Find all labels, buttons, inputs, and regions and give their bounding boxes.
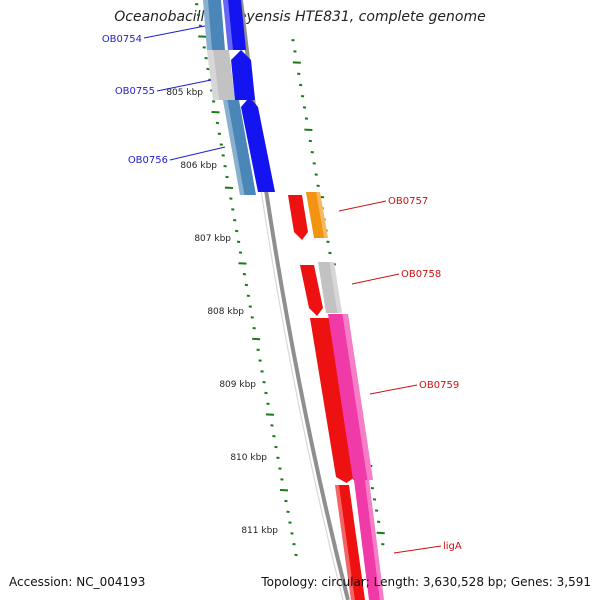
gene-liga-arrow [335, 485, 365, 600]
topology-summary: Topology: circular; Length: 3,630,528 bp… [261, 575, 591, 589]
scale-label: 811 kbp [241, 526, 278, 536]
scale-label: 809 kbp [219, 380, 256, 390]
gene-ob0759-arrow [310, 318, 355, 483]
gene-ob0756-band-highlight [223, 100, 245, 195]
accession-text: Accession: NC_004193 [9, 575, 146, 589]
gene-ob0759-band [328, 314, 373, 480]
gene-ob0758-band [318, 262, 342, 313]
gene-features [203, 0, 384, 600]
gene-ob0755-band [207, 50, 235, 100]
gene-label: OB0757 [388, 196, 428, 207]
gene-label-leader [393, 545, 442, 554]
gene-liga-band [354, 480, 384, 600]
gene-label: OB0759 [419, 380, 459, 391]
gene-label: OB0754 [102, 34, 142, 45]
gene-ob0757-band [306, 192, 328, 238]
gene-label-leader [143, 25, 206, 39]
gene-ob0754-band [203, 0, 225, 50]
scale-labels: 805 kbp 806 kbp 807 kbp 808 kbp 809 kbp 810 k… [166, 88, 278, 536]
gene-ob0754-band-highlight [203, 0, 213, 50]
gene-label: OB0758 [401, 269, 441, 280]
gene-label: OB0756 [128, 155, 168, 166]
gene-ob0755-band-highlight [207, 50, 220, 100]
gene-ob0756-arrow [241, 97, 275, 192]
gene-labels: OB0754 OB0755 OB0756 OB0757 OB0758 OB0759 ligA [102, 25, 462, 554]
scale-label: 806 kbp [180, 161, 217, 171]
gene-liga-band-highlight [364, 480, 384, 600]
gene-liga-arrow-highlight [335, 485, 355, 600]
gene-ob0755-arrow [231, 50, 255, 100]
scale-label: 810 kbp [230, 453, 267, 463]
gene-ob0754-arrow-highlight [223, 0, 234, 50]
gene-ob0759-band-highlight [342, 314, 373, 480]
gene-ob0757-arrow [288, 195, 308, 240]
gene-label-leader [351, 273, 400, 285]
gene-label-leader [169, 146, 226, 161]
scale-label: 805 kbp [166, 88, 203, 98]
gene-ob0756-band [223, 100, 256, 195]
gene-label-leader [338, 200, 387, 212]
gene-ob0757-band-highlight [316, 192, 328, 238]
gene-label: OB0755 [115, 86, 155, 97]
gene-ob0754-arrow [223, 0, 246, 50]
gene-ob0758-arrow [300, 265, 323, 316]
gene-label: ligA [443, 541, 462, 552]
scale-label: 807 kbp [194, 234, 231, 244]
gene-ob0758-band-highlight [329, 262, 342, 313]
gene-label-leader [156, 79, 212, 92]
gene-label-leader [369, 384, 418, 395]
scale-label: 808 kbp [207, 307, 244, 317]
